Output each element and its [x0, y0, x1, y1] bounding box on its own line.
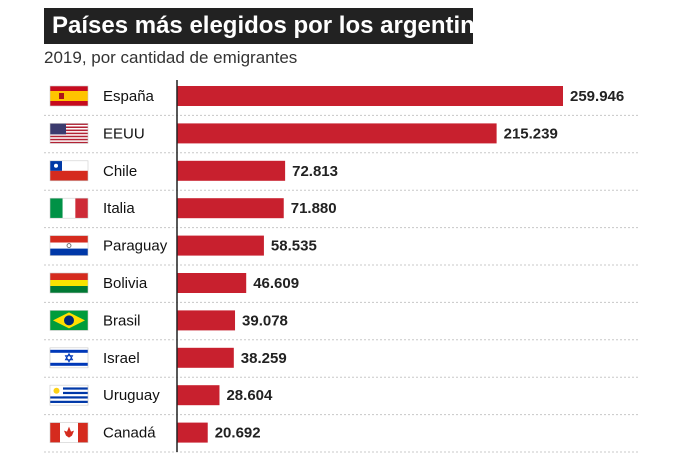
- category-label: Brasil: [103, 312, 141, 329]
- value-label: 71.880: [291, 200, 337, 217]
- value-label: 46.609: [253, 275, 299, 292]
- value-label: 20.692: [215, 425, 261, 442]
- paraguay-flag-icon: [49, 235, 89, 256]
- category-label: Israel: [103, 350, 140, 367]
- category-label: Paraguay: [103, 238, 168, 255]
- chart-subtitle: 2019, por cantidad de emigrantes: [44, 48, 298, 67]
- spain-flag-icon: [49, 85, 89, 107]
- canada-flag-icon: [49, 422, 89, 443]
- chile-flag-icon: [49, 160, 89, 182]
- bar: [177, 347, 234, 368]
- category-label: EEUU: [103, 125, 145, 142]
- bar: [177, 273, 247, 293]
- israel-flag-icon: [49, 347, 89, 369]
- bar: [177, 86, 563, 106]
- value-label: 215.239: [504, 125, 558, 142]
- uruguay-flag-icon: [49, 384, 89, 406]
- category-label: Chile: [103, 163, 137, 180]
- bar: [177, 123, 497, 144]
- category-label: España: [103, 88, 155, 105]
- category-label: Bolivia: [103, 275, 148, 292]
- value-label: 58.535: [271, 238, 317, 255]
- bar: [177, 160, 286, 181]
- category-label: Italia: [103, 200, 135, 217]
- bar: [177, 422, 208, 443]
- italy-flag-icon: [49, 197, 89, 219]
- value-label: 39.078: [242, 312, 288, 329]
- bar: [177, 198, 284, 219]
- chart-title: Países más elegidos por los argentinos: [44, 8, 503, 44]
- value-label: 259.946: [570, 88, 624, 105]
- bar: [177, 310, 236, 331]
- brazil-flag-icon: [49, 310, 89, 331]
- value-label: 38.259: [241, 350, 287, 367]
- usa-flag-icon: [49, 123, 89, 144]
- bolivia-flag-icon: [49, 272, 89, 294]
- bar: [177, 235, 264, 256]
- category-label: Uruguay: [103, 387, 160, 404]
- category-label: Canadá: [103, 425, 156, 442]
- value-label: 72.813: [292, 163, 338, 180]
- bar: [177, 385, 220, 406]
- value-label: 28.604: [226, 387, 273, 404]
